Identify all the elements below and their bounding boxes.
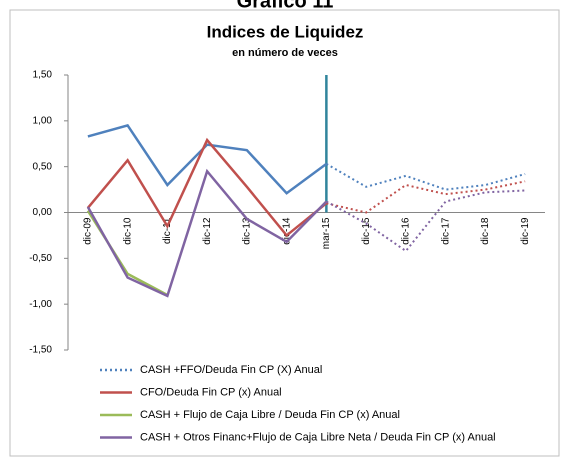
x-tick-label: dic-11 xyxy=(162,217,173,244)
legend-label: CASH + Otros Financ+Flujo de Caja Libre … xyxy=(140,431,496,443)
x-tick-label: dic-12 xyxy=(202,217,213,245)
x-tick-label: dic-10 xyxy=(122,217,133,245)
projected-line xyxy=(326,180,526,214)
y-tick-label: -1,00 xyxy=(29,299,52,310)
legend-label: CASH +FFO/Deuda Fin CP (X) Anual xyxy=(140,364,322,376)
chart-subtitle: en número de veces xyxy=(232,47,338,59)
y-tick-label: -0,50 xyxy=(29,253,52,264)
x-tick-label: dic-18 xyxy=(480,217,491,245)
x-tick-label: dic-16 xyxy=(401,217,412,245)
y-tick-label: 0,50 xyxy=(33,161,53,172)
series-line xyxy=(86,168,328,298)
legend-label: CFO/Deuda Fin CP (x) Anual xyxy=(140,386,282,398)
x-tick-label: dic-15 xyxy=(361,217,372,245)
chart-title: Indices de Liquidez xyxy=(207,22,364,41)
x-tick-label: dic-13 xyxy=(242,217,253,245)
x-tick-label: dic-14 xyxy=(281,217,292,245)
x-tick-label: dic-19 xyxy=(520,217,531,245)
chart-supertitle: Gráfico 11 xyxy=(237,0,334,12)
projected-line xyxy=(325,189,526,253)
projected-line xyxy=(325,163,526,191)
y-tick-label: -1,50 xyxy=(29,345,52,356)
series-line xyxy=(86,137,328,238)
y-tick-label: 1,50 xyxy=(33,70,53,81)
legend-label: CASH + Flujo de Caja Libre / Deuda Fin C… xyxy=(140,409,400,421)
x-tick-label: dic-09 xyxy=(83,217,94,245)
y-tick-label: 1,00 xyxy=(33,115,53,126)
series-line xyxy=(87,123,328,195)
y-tick-label: 0,00 xyxy=(33,207,53,218)
x-tick-label: mar-15 xyxy=(321,217,332,249)
x-tick-label: dic-17 xyxy=(440,217,451,245)
